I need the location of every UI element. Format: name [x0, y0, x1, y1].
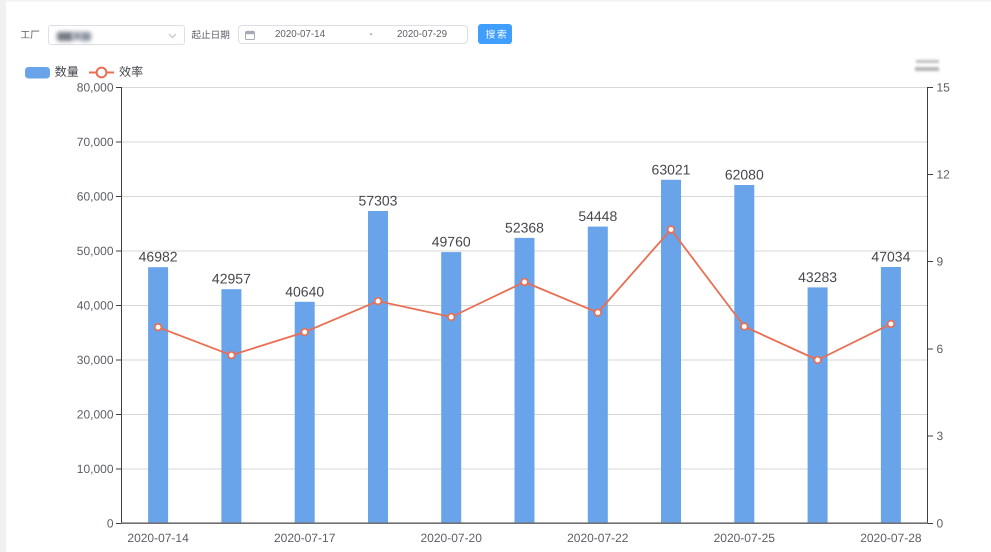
svg-text:43283: 43283: [798, 269, 837, 285]
svg-text:2020-07-20: 2020-07-20: [421, 531, 483, 545]
svg-text:46982: 46982: [139, 249, 178, 265]
svg-text:2020-07-14: 2020-07-14: [127, 531, 189, 545]
svg-text:49760: 49760: [432, 234, 471, 250]
svg-text:57303: 57303: [359, 193, 398, 209]
svg-text:9: 9: [937, 255, 944, 269]
svg-text:50,000: 50,000: [77, 244, 114, 258]
svg-text:15: 15: [937, 81, 951, 95]
svg-text:62080: 62080: [725, 167, 764, 183]
svg-text:54448: 54448: [578, 208, 617, 224]
svg-text:52368: 52368: [505, 219, 544, 235]
svg-text:47034: 47034: [871, 249, 910, 265]
svg-text:10,000: 10,000: [77, 462, 114, 476]
svg-text:2020-07-22: 2020-07-22: [567, 531, 629, 545]
svg-text:2020-07-17: 2020-07-17: [274, 531, 336, 545]
svg-text:60,000: 60,000: [77, 190, 114, 204]
svg-text:0: 0: [937, 517, 944, 531]
svg-text:12: 12: [937, 168, 951, 182]
svg-text:0: 0: [107, 517, 114, 531]
svg-text:70,000: 70,000: [77, 135, 114, 149]
svg-text:2020-07-28: 2020-07-28: [860, 531, 922, 545]
svg-text:3: 3: [937, 429, 944, 443]
svg-text:20,000: 20,000: [77, 408, 114, 422]
svg-text:40,000: 40,000: [77, 299, 114, 313]
svg-text:6: 6: [937, 342, 944, 356]
svg-text:80,000: 80,000: [77, 81, 114, 95]
svg-text:40640: 40640: [285, 283, 324, 299]
svg-text:63021: 63021: [652, 161, 691, 177]
svg-text:30,000: 30,000: [77, 353, 114, 367]
svg-text:42957: 42957: [212, 271, 251, 287]
svg-text:2020-07-25: 2020-07-25: [714, 531, 776, 545]
